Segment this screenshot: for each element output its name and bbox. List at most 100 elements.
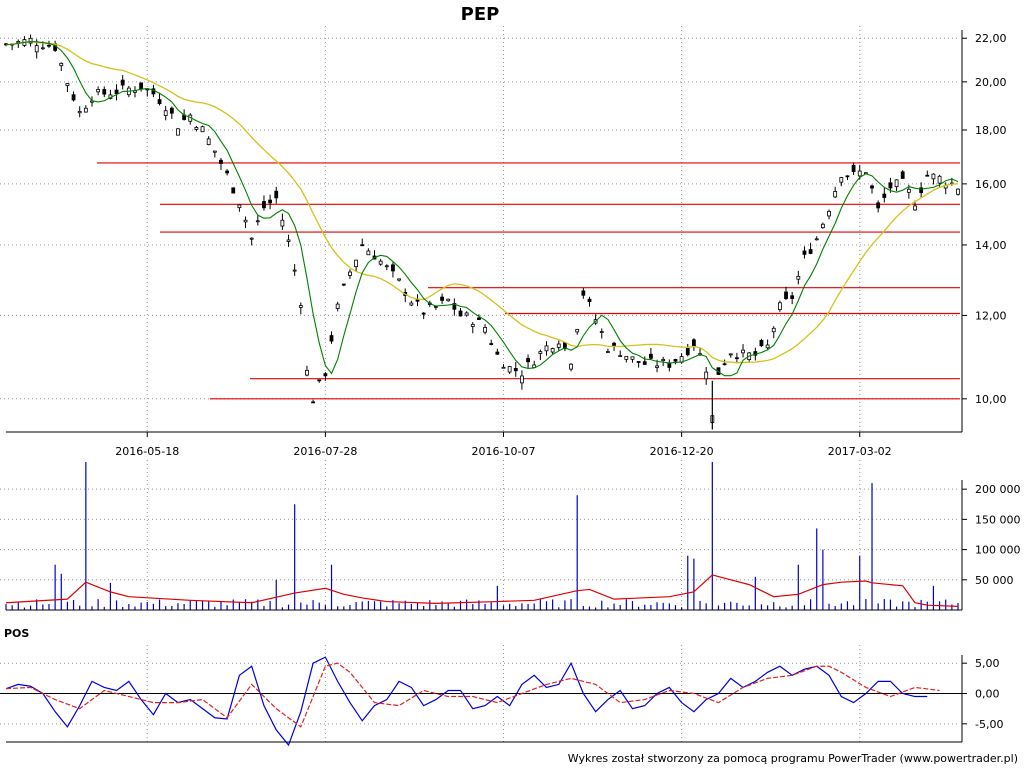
volume-y-tick-label: 100 000 — [975, 544, 1021, 557]
candle-body — [759, 339, 764, 347]
candle-body — [820, 223, 825, 229]
volume-y-tick-label: 150 000 — [975, 513, 1021, 526]
candle-body — [206, 138, 211, 145]
candle-body — [513, 368, 518, 372]
chart-title: PEP — [461, 4, 500, 25]
candle-body — [728, 353, 733, 356]
candle-body — [163, 110, 168, 116]
candle-body — [876, 202, 881, 209]
candle-body — [888, 182, 893, 189]
candle-body — [489, 343, 494, 345]
candle-body — [771, 327, 776, 333]
candle-body — [329, 335, 334, 342]
candle-body — [243, 219, 248, 223]
pos-grid — [0, 645, 962, 742]
candle-body — [642, 361, 647, 365]
candle-body — [200, 126, 205, 133]
candle-body — [851, 164, 856, 172]
price-y-tick-label: 20,00 — [975, 76, 1007, 89]
candle-body — [341, 283, 346, 286]
candle-body — [83, 107, 88, 113]
price-y-tick-label: 16,00 — [975, 178, 1007, 191]
candle-body — [587, 298, 592, 302]
candle-body — [544, 345, 549, 352]
candle-body — [59, 62, 64, 67]
volume-y-ticks: 200 000 150 000 100 000 50 000 — [975, 483, 1021, 587]
pos-y-tick-label: 0,00 — [975, 688, 1000, 701]
candle-body — [212, 150, 217, 153]
candle-body — [47, 44, 51, 47]
candle-body — [802, 250, 807, 255]
candle-body — [317, 379, 322, 382]
candle-body — [630, 356, 635, 360]
date-tick-label: 2016-07-28 — [293, 445, 357, 458]
price-axes — [6, 30, 967, 437]
candle-body — [526, 357, 530, 363]
candle-body — [784, 291, 788, 299]
candle-body — [827, 210, 831, 217]
candle-body — [722, 363, 727, 366]
price-grid — [0, 26, 958, 432]
candle-body — [538, 351, 543, 354]
candle-body — [581, 290, 586, 296]
candle-body — [274, 190, 279, 199]
date-tick-label: 2016-05-18 — [115, 445, 179, 458]
candle-body — [114, 89, 119, 95]
price-y-tick-label: 14,00 — [975, 239, 1007, 252]
candle-body — [520, 375, 524, 384]
candle-body — [354, 259, 358, 268]
candle-body — [464, 312, 469, 316]
pos-y-tick-label: -5,00 — [975, 718, 1003, 731]
candle-body — [298, 305, 303, 308]
candle-body — [157, 99, 162, 105]
candle-body — [65, 83, 70, 86]
candle-body — [470, 324, 475, 327]
candle-body — [120, 79, 125, 86]
pos-y-tick-label: 5,00 — [975, 657, 1000, 670]
date-tick-label: 2016-12-20 — [650, 445, 714, 458]
candle-body — [839, 177, 844, 183]
candle-body — [894, 179, 899, 188]
pos-signal-line — [5, 662, 940, 728]
date-x-ticks: 2016-05-18 2016-07-28 2016-10-07 2016-12-20… — [115, 445, 891, 458]
candle-body — [556, 343, 561, 348]
pos-main-line — [5, 656, 928, 747]
candle-body — [71, 94, 76, 101]
candle-body — [16, 40, 21, 44]
candle-body — [777, 302, 782, 311]
pos-panel: POS 5,00 0,00 -5,00 — [0, 627, 1003, 747]
candle-body — [384, 265, 389, 268]
candle-body — [931, 173, 936, 180]
candle-body — [286, 239, 291, 242]
candle-body — [808, 249, 813, 254]
fast-moving-average-line — [5, 41, 959, 377]
volume-bars — [5, 461, 959, 610]
candle-body — [219, 159, 223, 164]
credit-text: Wykres został stworzony za pomocą progra… — [568, 752, 1018, 765]
price-y-tick-label: 10,00 — [975, 393, 1007, 406]
support-lines — [97, 162, 960, 400]
candle-body — [225, 170, 230, 174]
candle-body — [649, 353, 653, 359]
candle-body — [870, 185, 874, 189]
candle-body — [311, 401, 315, 404]
volume-ma-line — [5, 574, 959, 607]
candle-body — [882, 193, 887, 198]
candle-body — [446, 298, 451, 302]
candle-body — [458, 310, 463, 317]
volume-axes — [6, 480, 967, 611]
candle-body — [28, 37, 33, 44]
candle-body — [391, 264, 395, 272]
candle-body — [845, 175, 850, 178]
candle-body — [249, 237, 254, 240]
candle-body — [139, 82, 144, 90]
date-tick-label: 2016-10-07 — [472, 445, 536, 458]
candle-body — [734, 357, 739, 360]
candle-body — [833, 191, 838, 198]
candle-body — [857, 170, 862, 177]
candle-body — [550, 348, 555, 353]
candle-body — [501, 366, 506, 369]
price-y-ticks: 22,00 20,00 18,00 16,00 14,00 12,00 10,00 — [975, 32, 1007, 406]
candle-body — [305, 369, 309, 376]
